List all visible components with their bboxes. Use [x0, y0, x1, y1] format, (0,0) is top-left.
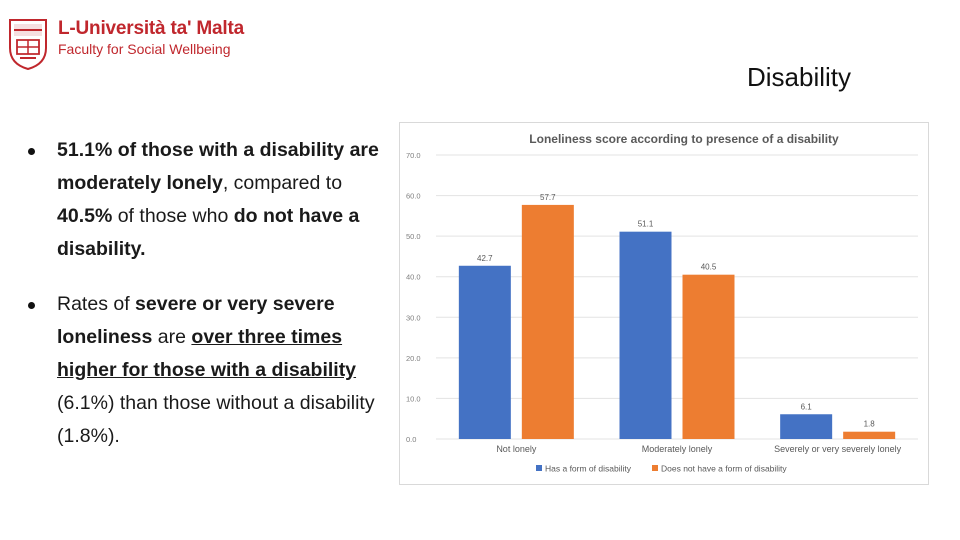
- y-tick-label: 10.0: [406, 394, 421, 403]
- x-tick-label: Moderately lonely: [642, 444, 713, 454]
- y-tick-label: 0.0: [406, 435, 416, 444]
- bullet-dot-icon: [28, 148, 35, 155]
- legend-swatch: [536, 465, 542, 471]
- bullet-text: over three times higher for those with a…: [57, 326, 357, 381]
- chart-frame: Loneliness score according to presence o…: [399, 122, 929, 485]
- data-label: 40.5: [701, 263, 717, 272]
- bar-chart: Loneliness score according to presence o…: [406, 132, 918, 474]
- bullet-text: , compared to: [222, 172, 343, 194]
- university-logo: L-Università ta' Malta Faculty for Socia…: [6, 14, 244, 74]
- legend-label: Has a form of disability: [545, 464, 632, 474]
- data-label: 42.7: [477, 254, 493, 263]
- bullet-text: (6.1%) than those without a disability (…: [57, 392, 375, 447]
- logo-faculty-name: Faculty for Social Wellbeing: [58, 41, 231, 57]
- y-tick-label: 50.0: [406, 232, 421, 241]
- bullet-text: do not have a disability.: [57, 205, 360, 260]
- data-label: 51.1: [638, 220, 654, 229]
- y-tick-label: 60.0: [406, 192, 421, 201]
- data-label: 6.1: [801, 402, 813, 411]
- bullet-list: 51.1% of those with a disability are mod…: [20, 134, 380, 453]
- y-tick-label: 70.0: [406, 151, 421, 160]
- bullet-text: of those who: [112, 205, 234, 227]
- bullet-text: 51.1% of those with a disability are mod…: [57, 139, 379, 194]
- legend-label: Does not have a form of disability: [661, 464, 787, 474]
- bullet-dot-icon: [28, 302, 35, 309]
- bullet-text: Rates of: [57, 293, 136, 315]
- bar-disability: [780, 414, 833, 439]
- y-tick-label: 30.0: [406, 313, 421, 322]
- page-title: Disability: [746, 62, 852, 92]
- bar-no-disability: [682, 274, 735, 439]
- data-label: 1.8: [864, 420, 876, 429]
- bar-no-disability: [843, 431, 896, 439]
- x-tick-label: Severely or very severely lonely: [774, 444, 902, 454]
- university-crest-icon: [9, 19, 47, 71]
- legend-swatch: [652, 465, 658, 471]
- bullet-item: 51.1% of those with a disability are mod…: [20, 134, 380, 266]
- logo-university-name: L-Università ta' Malta: [58, 18, 244, 39]
- data-label: 57.7: [540, 193, 556, 202]
- bullet-text: severe or very severe loneliness: [57, 293, 335, 348]
- chart-title: Loneliness score according to presence o…: [529, 132, 839, 146]
- bar-no-disability: [521, 204, 574, 439]
- bar-disability: [619, 231, 672, 439]
- y-tick-label: 40.0: [406, 273, 421, 282]
- bullet-text: 40.5%: [57, 205, 113, 227]
- y-tick-label: 20.0: [406, 354, 421, 363]
- bar-disability: [458, 265, 511, 439]
- bullet-item: Rates of severe or very severe lonelines…: [20, 288, 380, 453]
- x-tick-label: Not lonely: [496, 444, 537, 454]
- bullet-text: are: [152, 326, 192, 348]
